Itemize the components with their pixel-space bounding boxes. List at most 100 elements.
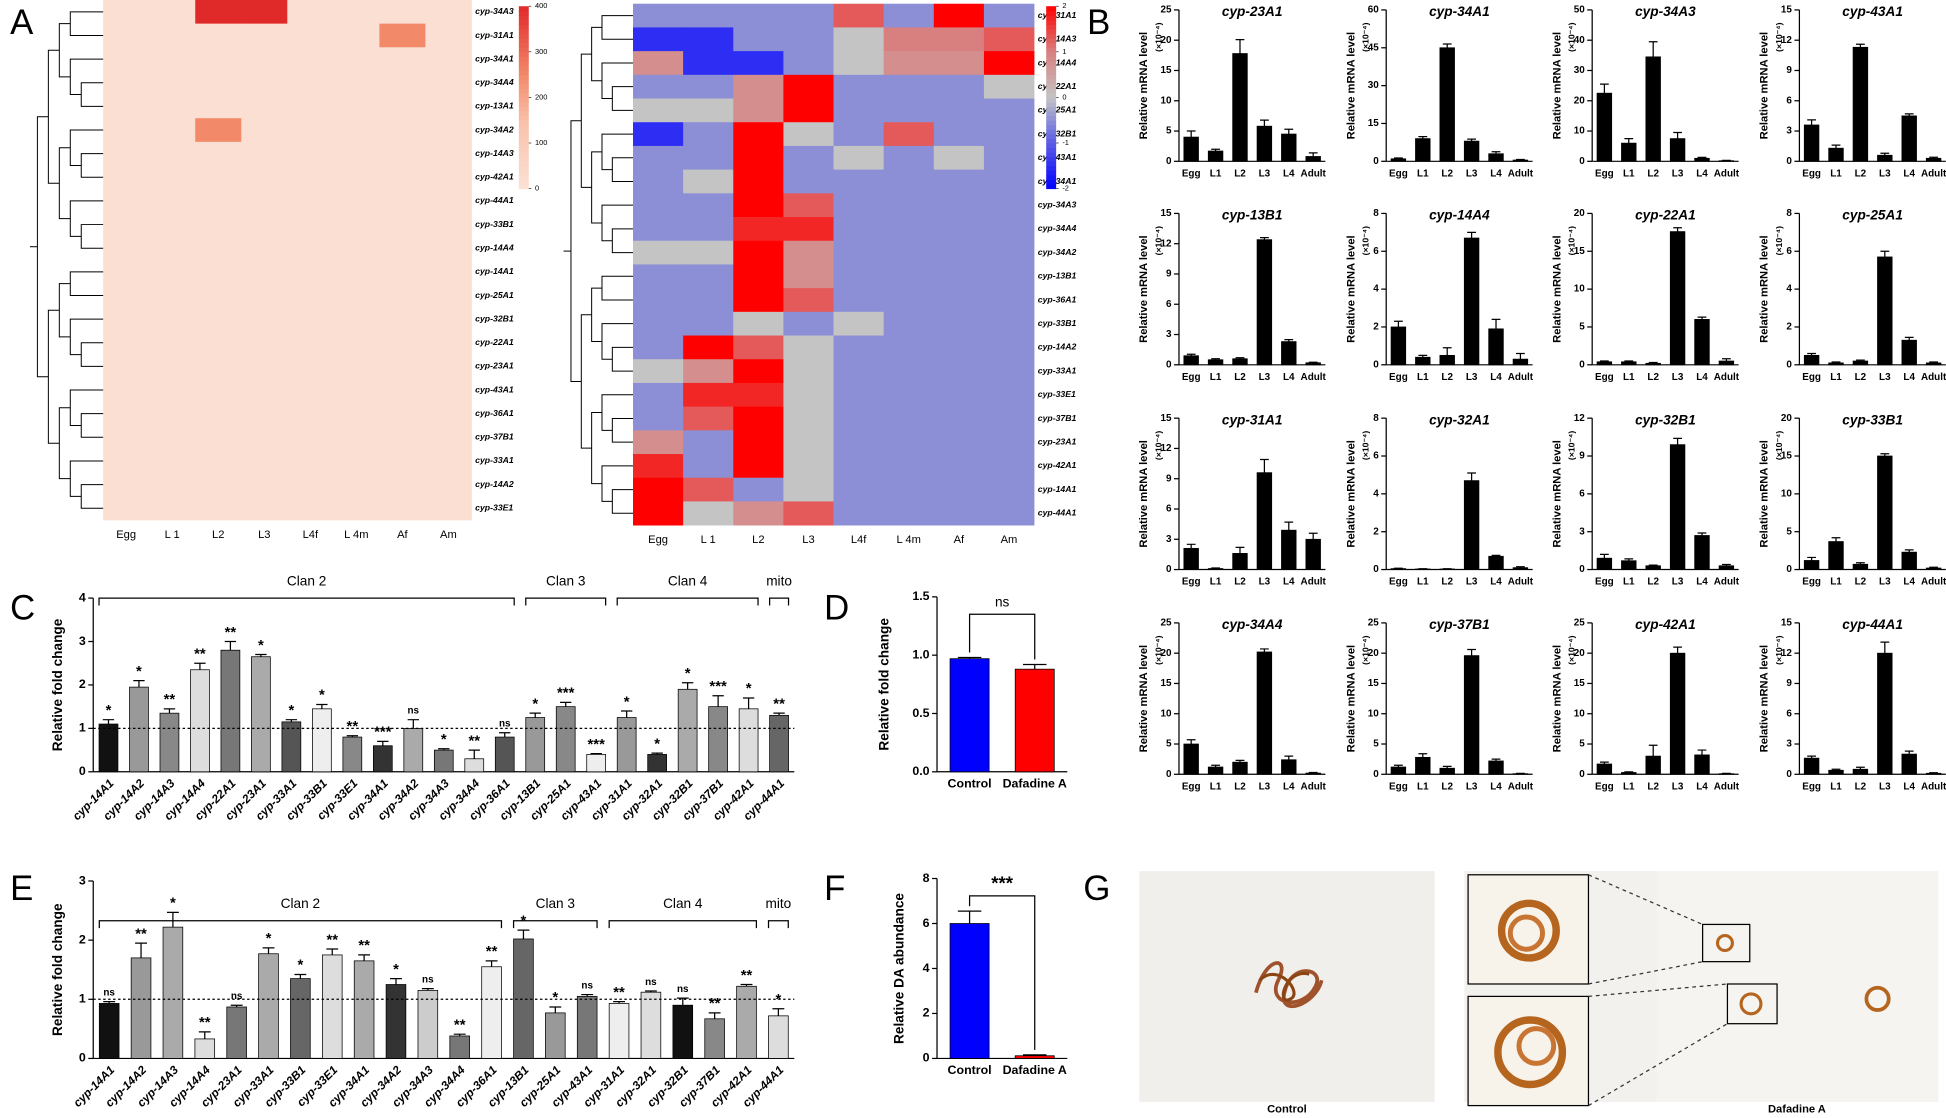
heatmap-cell <box>883 240 935 265</box>
colorbar-segment <box>518 6 529 12</box>
x-tick-label: L2 <box>1441 168 1453 179</box>
error-bar <box>1284 338 1294 342</box>
heatmap-cell <box>983 406 1035 431</box>
heatmap-cell <box>983 335 1035 360</box>
heatmap-cell <box>287 260 334 285</box>
bar <box>494 736 515 773</box>
heatmap-cell <box>103 449 150 474</box>
bar <box>1281 759 1297 775</box>
error-bar <box>1624 137 1634 144</box>
error-bar <box>1442 765 1452 769</box>
heatmap-cell <box>683 122 734 147</box>
colorbar-segment <box>518 165 529 171</box>
group-label: mito <box>766 896 792 911</box>
significance-label: ** <box>454 1017 466 1033</box>
significance-label: ** <box>486 944 498 960</box>
x-tick-label: L2 <box>1855 781 1867 792</box>
heatmap-cell <box>683 430 734 455</box>
heatmap-cell <box>379 330 426 355</box>
significance-label: ** <box>773 696 785 712</box>
significance-label: * <box>552 990 558 1006</box>
chart-title: cyp-34A1 <box>1429 4 1490 19</box>
colorbar-segment <box>1046 161 1057 167</box>
significance-label: *** <box>709 679 727 695</box>
significance-label: * <box>266 931 272 947</box>
bar <box>1488 555 1504 570</box>
y-tick-label: 9 <box>1579 451 1585 462</box>
colorbar-tick-label: 200 <box>535 92 547 101</box>
group-bracket <box>608 920 758 929</box>
x-tick-label: L3 <box>1466 781 1478 792</box>
heatmap-cell <box>333 94 380 119</box>
x-tick-label: Egg <box>1802 577 1821 588</box>
y-tick-label: 25 <box>1161 618 1173 629</box>
heatmap-cell <box>833 98 885 123</box>
column-label: L 1 <box>165 529 180 541</box>
x-tick-label: L4 <box>1283 168 1295 179</box>
heatmap-cell <box>633 74 684 99</box>
row-label: cyp-42A1 <box>475 172 514 182</box>
heatmap-cell <box>933 122 985 147</box>
y-tick-label: 12 <box>1161 443 1173 454</box>
column-label: L 1 <box>701 534 716 546</box>
heatmap-cell <box>149 378 196 403</box>
bar <box>321 954 343 1059</box>
bar <box>1669 138 1686 162</box>
heatmap-cell <box>379 354 426 379</box>
error-bar <box>1186 543 1196 549</box>
heatmap-cell <box>241 354 288 379</box>
error-bar <box>1023 1054 1047 1056</box>
dendrogram-branch <box>58 147 71 220</box>
y-tick-label: 0 <box>1166 564 1172 575</box>
colorbar-segment <box>518 111 529 117</box>
x-tick-label: L4 <box>1283 781 1295 792</box>
bar <box>1256 651 1273 775</box>
y-tick-label: 50 <box>1574 5 1586 16</box>
x-tick-label: L1 <box>1417 168 1429 179</box>
heatmap-cell <box>241 330 288 355</box>
error-bar <box>1259 648 1269 652</box>
error-bar <box>1186 739 1196 745</box>
colorbar-segment <box>1046 143 1057 149</box>
error-bar <box>255 653 267 657</box>
heatmap-cell <box>287 472 334 497</box>
heatmap-cell <box>833 74 885 99</box>
heatmap-cell <box>149 70 196 95</box>
heatmap-cell <box>379 189 426 214</box>
dendrogram-branch <box>80 413 104 438</box>
bar <box>1669 231 1686 366</box>
heatmap-cell <box>933 454 985 479</box>
comparison-bracket <box>968 613 1036 660</box>
dendrogram-branch <box>69 58 104 96</box>
bar <box>1390 326 1407 366</box>
row-label: cyp-33E1 <box>475 503 513 513</box>
heatmap-cell <box>149 47 196 72</box>
colorbar-segment <box>518 97 529 103</box>
y-tick-label: 3 <box>1786 739 1792 750</box>
heatmap-cell <box>241 189 288 214</box>
x-tick-label: Egg <box>1182 372 1201 383</box>
error-bar <box>712 695 724 707</box>
column-label: Am <box>1001 534 1018 546</box>
colorbar-segment <box>1046 38 1057 44</box>
x-tick-label: L3 <box>1259 577 1271 588</box>
y-tick-label: 2 <box>79 932 86 946</box>
bar <box>281 721 302 773</box>
x-tick-label: Adult <box>1714 168 1740 179</box>
bar <box>555 706 576 773</box>
y-tick-label: 20 <box>1574 208 1586 219</box>
heatmap-cell <box>933 145 985 170</box>
colorbar-segment <box>1046 51 1057 57</box>
row-label: cyp-34A3 <box>1038 199 1077 209</box>
error-bar <box>644 990 657 993</box>
y-tick-label: 2 <box>1373 322 1379 333</box>
heatmap-cell <box>983 430 1035 455</box>
heatmap-cell <box>195 449 242 474</box>
bar <box>1256 239 1273 366</box>
error-bar <box>1807 755 1816 759</box>
y-tick-label: 6 <box>1373 246 1379 257</box>
heatmap-cell <box>983 122 1035 147</box>
heatmap-cell <box>783 406 834 431</box>
group-bracket <box>767 920 789 929</box>
y-tick-label: 12 <box>1574 413 1586 424</box>
